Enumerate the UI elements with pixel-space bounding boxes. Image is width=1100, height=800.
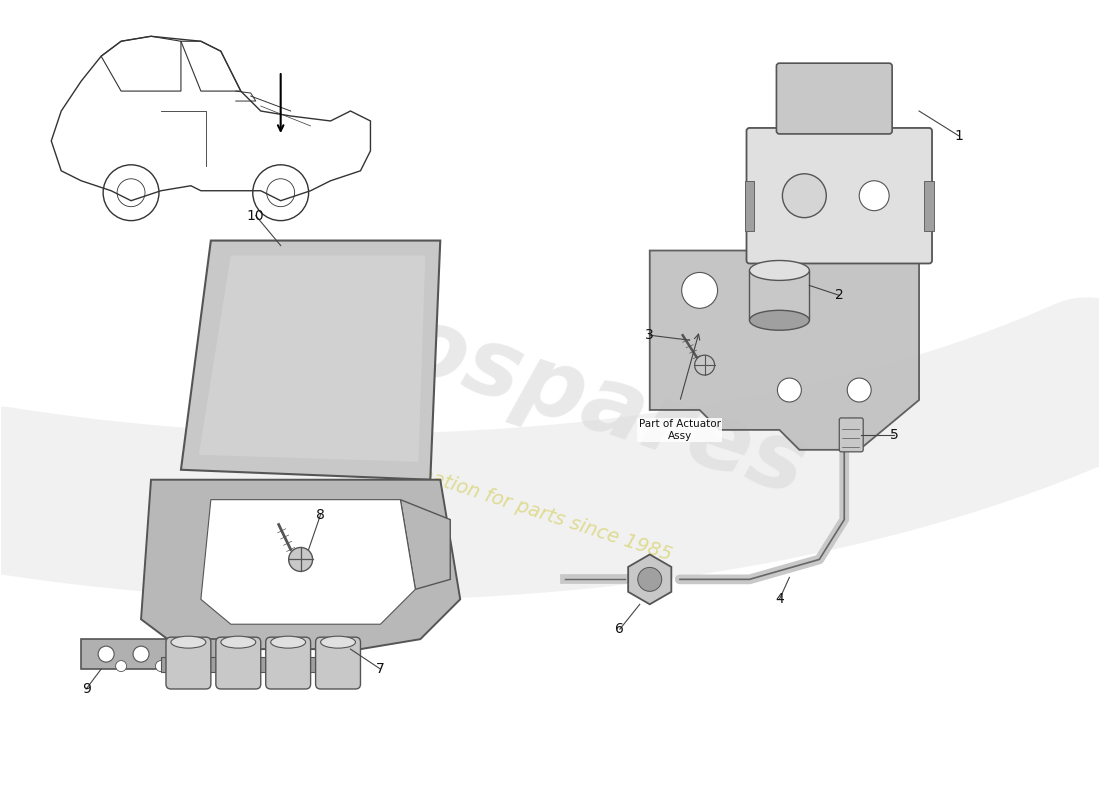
Bar [749, 270, 810, 320]
Text: 10: 10 [246, 209, 265, 222]
Circle shape [782, 174, 826, 218]
Text: 3: 3 [646, 328, 654, 342]
Ellipse shape [221, 636, 255, 648]
Circle shape [847, 378, 871, 402]
Polygon shape [650, 250, 920, 450]
Text: your destination for parts since 1985: your destination for parts since 1985 [326, 435, 674, 565]
FancyBboxPatch shape [316, 637, 361, 689]
Circle shape [98, 646, 114, 662]
Ellipse shape [749, 261, 810, 281]
Text: 7: 7 [376, 662, 385, 676]
FancyBboxPatch shape [216, 637, 261, 689]
Circle shape [682, 273, 717, 308]
Text: 9: 9 [81, 682, 90, 696]
Text: 2: 2 [835, 288, 844, 302]
Text: eurospares: eurospares [222, 244, 818, 516]
Text: 1: 1 [955, 129, 964, 143]
Bar [161, 657, 351, 672]
Circle shape [778, 378, 802, 402]
Circle shape [133, 646, 148, 662]
Ellipse shape [320, 636, 355, 648]
Polygon shape [81, 639, 221, 669]
Text: 5: 5 [890, 428, 899, 442]
Polygon shape [199, 255, 426, 462]
Circle shape [288, 547, 312, 571]
FancyBboxPatch shape [777, 63, 892, 134]
Bar [924, 181, 934, 230]
Text: 8: 8 [316, 508, 324, 522]
Bar [745, 181, 755, 230]
Circle shape [168, 646, 184, 662]
Ellipse shape [170, 636, 206, 648]
FancyBboxPatch shape [747, 128, 932, 263]
Polygon shape [628, 554, 671, 604]
Circle shape [694, 355, 715, 375]
Text: 4: 4 [776, 592, 784, 606]
Circle shape [638, 567, 662, 591]
Text: Part of Actuator
Assy: Part of Actuator Assy [639, 419, 720, 441]
Circle shape [116, 661, 127, 671]
Polygon shape [400, 500, 450, 590]
Polygon shape [201, 500, 416, 624]
FancyBboxPatch shape [839, 418, 864, 452]
Circle shape [155, 661, 166, 671]
Ellipse shape [271, 636, 306, 648]
Ellipse shape [749, 310, 810, 330]
FancyBboxPatch shape [266, 637, 310, 689]
FancyBboxPatch shape [166, 637, 211, 689]
Polygon shape [180, 241, 440, 480]
Text: 6: 6 [615, 622, 625, 636]
Polygon shape [141, 480, 460, 649]
Circle shape [859, 181, 889, 210]
